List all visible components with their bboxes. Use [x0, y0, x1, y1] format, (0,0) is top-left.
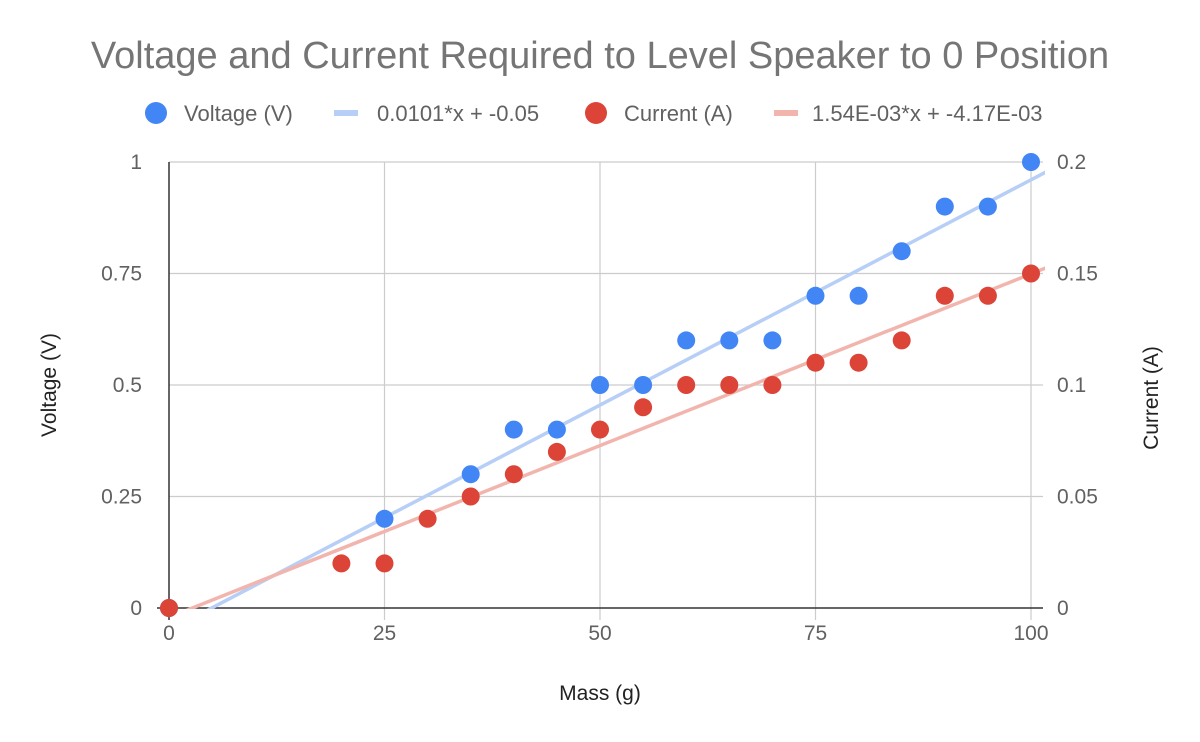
current-point: [806, 353, 825, 372]
grid: [169, 161, 1043, 620]
y-axis-title: Voltage (V): [38, 333, 61, 437]
y2-axis-title: Current (A): [1140, 346, 1163, 450]
y-tick-label: 0: [130, 597, 142, 620]
y-tick-label: 0.5: [113, 374, 142, 397]
legend-label: 0.0101*x + -0.05: [377, 101, 539, 126]
y-tick-label: 0.75: [101, 263, 142, 286]
voltage-point: [591, 376, 609, 394]
current-point: [418, 509, 437, 528]
legend-label: Voltage (V): [184, 101, 293, 126]
y2-tick-label: 0.15: [1057, 263, 1098, 286]
voltage-point: [892, 242, 911, 261]
axes: [157, 162, 1043, 620]
voltage-point: [849, 286, 868, 305]
data-points: [160, 153, 1040, 617]
legend: Voltage (V) 0.0101*x + -0.05 Current (A) 1.…: [145, 101, 1043, 126]
legend-item: Voltage (V): [145, 101, 293, 126]
voltage-point: [461, 465, 480, 484]
x-tick-label: 0: [163, 622, 175, 645]
current-point: [720, 376, 739, 394]
current-point: [763, 376, 782, 394]
x-tick-label: 50: [588, 622, 611, 645]
voltage-point: [720, 331, 739, 350]
trendline: [185, 266, 1045, 609]
chart-title: Voltage and Current Required to Level Sp…: [91, 35, 1109, 77]
voltage-point: [978, 197, 997, 216]
legend-label: 1.54E-03*x + -4.17E-03: [812, 101, 1043, 126]
x-tick-label: 100: [1013, 622, 1048, 645]
legend-marker: [585, 102, 607, 124]
current-point: [547, 442, 566, 461]
current-point: [461, 487, 480, 506]
y2-tick-label: 0.05: [1057, 486, 1098, 509]
current-point: [591, 420, 609, 439]
voltage-point: [547, 420, 566, 439]
voltage-point: [1022, 153, 1040, 171]
legend-marker: [145, 102, 167, 124]
trendline: [205, 170, 1045, 609]
x-axis-title: Mass (g): [559, 682, 641, 705]
current-point: [935, 286, 954, 305]
current-point: [1022, 264, 1040, 283]
voltage-point: [634, 376, 653, 394]
y2-tick-label: 0: [1057, 597, 1069, 620]
voltage-point: [935, 197, 954, 216]
current-point: [504, 465, 523, 484]
voltage-point: [677, 331, 696, 350]
current-point: [677, 376, 696, 394]
legend-item: 1.54E-03*x + -4.17E-03: [774, 101, 1043, 126]
voltage-point: [504, 420, 523, 439]
y2-tick-label: 0.2: [1057, 151, 1086, 174]
current-point: [375, 554, 394, 573]
x-tick-label: 75: [804, 622, 827, 645]
voltage-point: [806, 286, 825, 305]
legend-item: Current (A): [585, 101, 733, 126]
y-tick-label: 1: [130, 151, 142, 174]
y-tick-label: 0.25: [101, 486, 142, 509]
current-point: [160, 599, 178, 617]
current-point: [332, 554, 351, 573]
trendlines: [185, 170, 1045, 609]
y2-tick-label: 0.1: [1057, 374, 1086, 397]
current-point: [634, 398, 653, 417]
legend-item: 0.0101*x + -0.05: [334, 101, 539, 126]
current-point: [892, 331, 911, 350]
legend-label: Current (A): [624, 101, 733, 126]
tick-labels: 0 0.25 0.5 0.75 1 0 0.05 0.1 0.15 0.2 0 25 50 75 100: [101, 151, 1098, 645]
voltage-point: [375, 509, 394, 528]
voltage-point: [763, 331, 782, 350]
current-point: [849, 353, 868, 372]
x-tick-label: 25: [373, 622, 396, 645]
current-point: [978, 286, 997, 305]
